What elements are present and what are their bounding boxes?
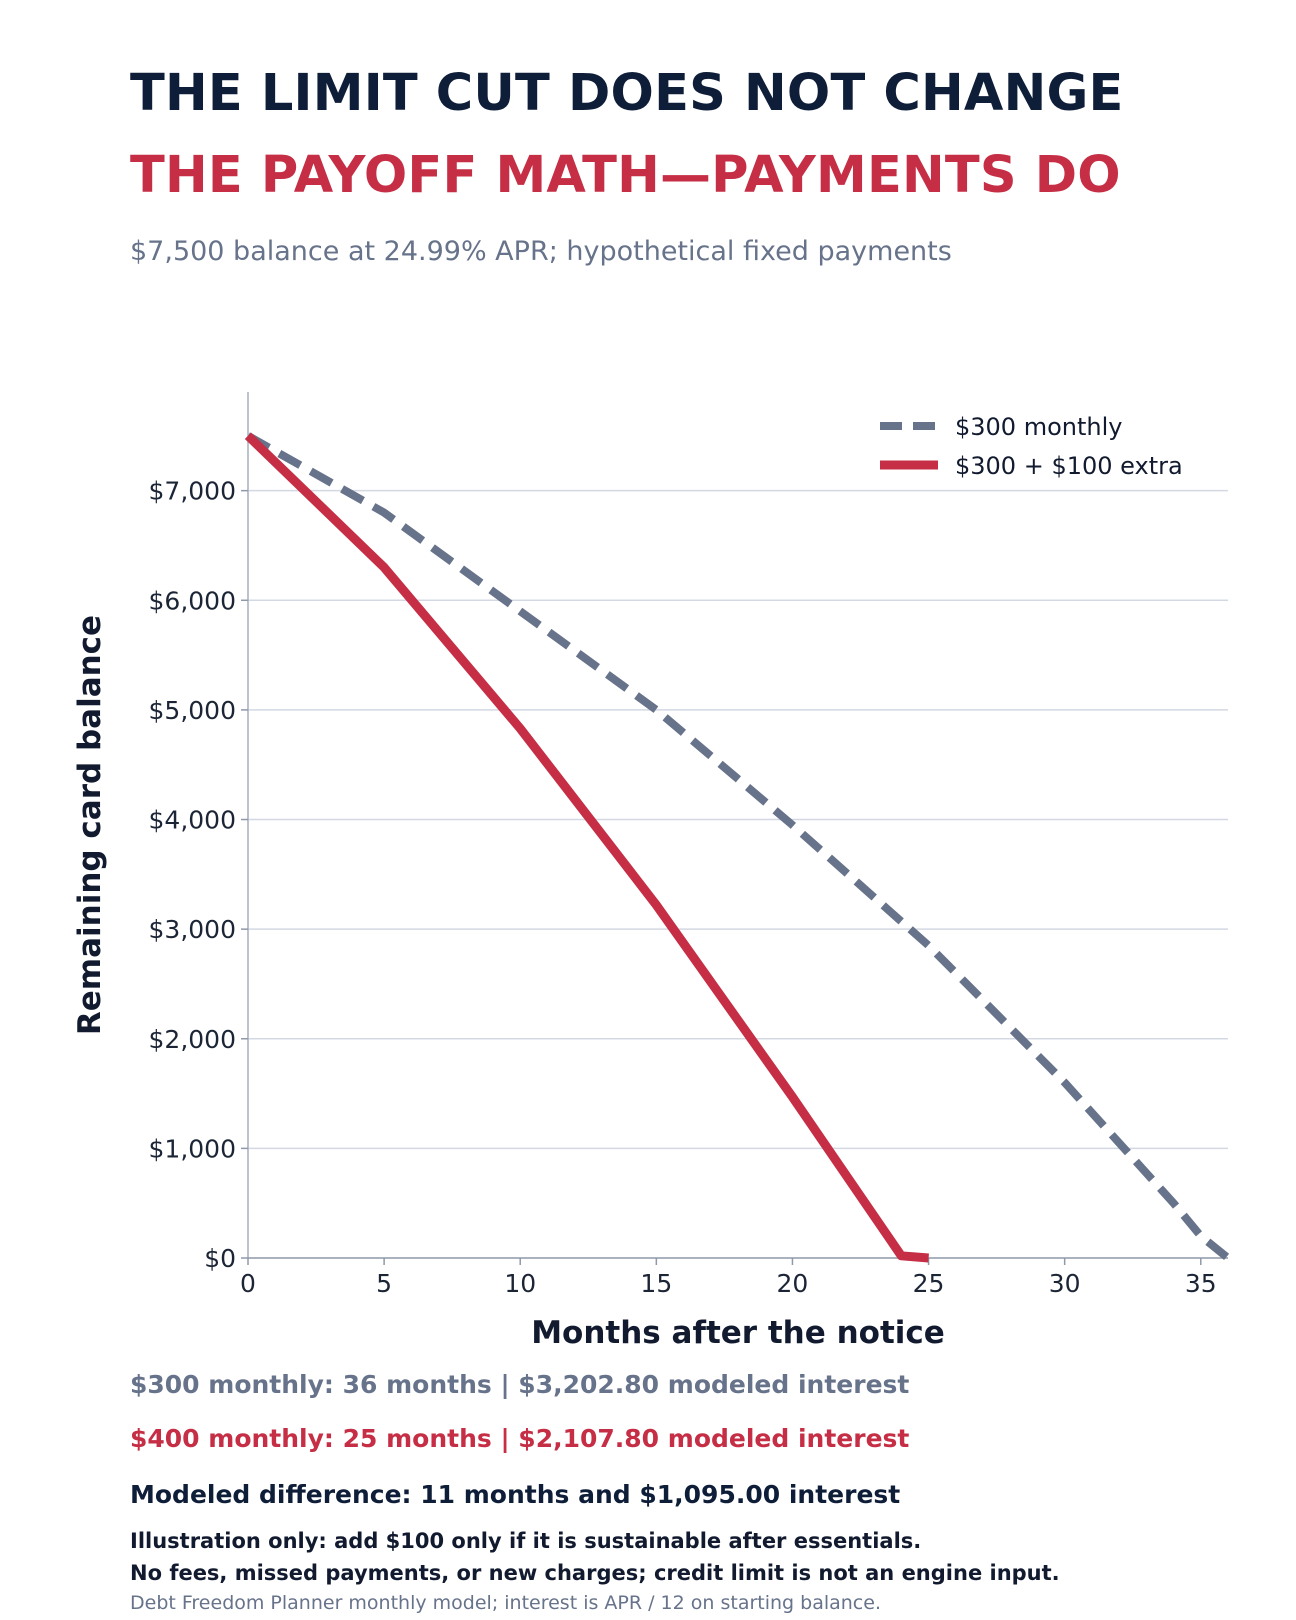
series-300-monthly-line [246,432,1231,1262]
x-tick-label: 5 [376,1269,392,1298]
disclaimer-line-1: Illustration only: add $100 only if it i… [130,1529,922,1553]
chart-legend: $300 monthly $300 + $100 extra [880,413,1183,480]
series-300-plus-100-extra-line [244,432,929,1263]
y-tick-label: $4,000 [149,806,236,835]
x-axis-ticks: 0 5 10 15 20 25 30 35 [240,1258,1217,1298]
x-tick-label: 20 [777,1269,809,1298]
axes [247,392,1228,1259]
y-tick-label: $3,000 [149,915,236,944]
y-tick-label: $1,000 [149,1134,236,1163]
summary-300-monthly: $300 monthly: 36 months | $3,202.80 mode… [130,1370,910,1399]
y-axis-ticks: $0 $1,000 $2,000 $3,000 $4,000 $5,000 $6,000 $7… [149,477,248,1273]
legend-label-300-monthly: $300 monthly [955,413,1122,441]
source-note: Debt Freedom Planner monthly model; inte… [130,1592,881,1614]
y-tick-label: $0 [204,1244,236,1273]
y-tick-label: $2,000 [149,1025,236,1054]
y-tick-label: $5,000 [149,696,236,725]
summary-modeled-difference: Modeled difference: 11 months and $1,095… [130,1480,901,1509]
summary-400-monthly: $400 monthly: 25 months | $2,107.80 mode… [130,1424,910,1453]
y-tick-label: $6,000 [149,586,236,615]
series-lines [244,432,1231,1263]
y-axis-title: Remaining card balance [72,615,108,1035]
chart-title-line-2: THE PAYOFF MATH—PAYMENTS DO [130,146,1121,205]
x-tick-label: 15 [640,1269,672,1298]
x-tick-label: 0 [240,1269,256,1298]
legend-label-300-plus-100-extra: $300 + $100 extra [955,452,1183,480]
chart-subtitle: $7,500 balance at 24.99% APR; hypothetic… [130,236,952,267]
gridlines [248,489,1228,1150]
payoff-line-chart: 0 5 10 15 20 25 30 35 $0 $1,000 $2,000 $3,000 $4,00… [72,392,1231,1351]
x-axis-title: Months after the notice [531,1315,945,1351]
x-tick-label: 25 [913,1269,945,1298]
x-tick-label: 30 [1049,1269,1081,1298]
x-tick-label: 10 [504,1269,536,1298]
x-tick-label: 35 [1185,1269,1217,1298]
y-tick-label: $7,000 [149,477,236,506]
chart-title-line-1: THE LIMIT CUT DOES NOT CHANGE [130,64,1124,123]
disclaimer-line-2: No fees, missed payments, or new charges… [130,1561,1060,1585]
